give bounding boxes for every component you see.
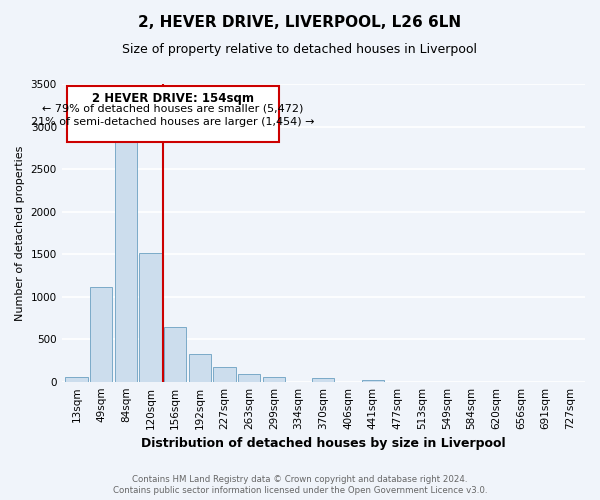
Bar [115,135,137,382]
Text: 21% of semi-detached houses are larger (1,454) →: 21% of semi-detached houses are larger (… [31,117,314,127]
Bar [65,378,88,382]
Text: Size of property relative to detached houses in Liverpool: Size of property relative to detached ho… [122,42,478,56]
Text: ← 79% of detached houses are smaller (5,472): ← 79% of detached houses are smaller (5,… [42,104,304,114]
Text: Contains public sector information licensed under the Open Government Licence v3: Contains public sector information licen… [113,486,487,495]
Bar [238,374,260,382]
Text: 2, HEVER DRIVE, LIVERPOOL, L26 6LN: 2, HEVER DRIVE, LIVERPOOL, L26 6LN [139,15,461,30]
Bar [90,288,112,382]
Text: 2 HEVER DRIVE: 154sqm: 2 HEVER DRIVE: 154sqm [92,92,254,104]
Bar [214,367,236,382]
Bar [312,378,334,382]
Bar [189,354,211,382]
Y-axis label: Number of detached properties: Number of detached properties [15,145,25,320]
Bar [139,254,161,382]
FancyBboxPatch shape [67,86,279,142]
Bar [263,377,285,382]
Text: Contains HM Land Registry data © Crown copyright and database right 2024.: Contains HM Land Registry data © Crown c… [132,475,468,484]
Bar [362,380,384,382]
X-axis label: Distribution of detached houses by size in Liverpool: Distribution of detached houses by size … [141,437,506,450]
Bar [164,327,187,382]
